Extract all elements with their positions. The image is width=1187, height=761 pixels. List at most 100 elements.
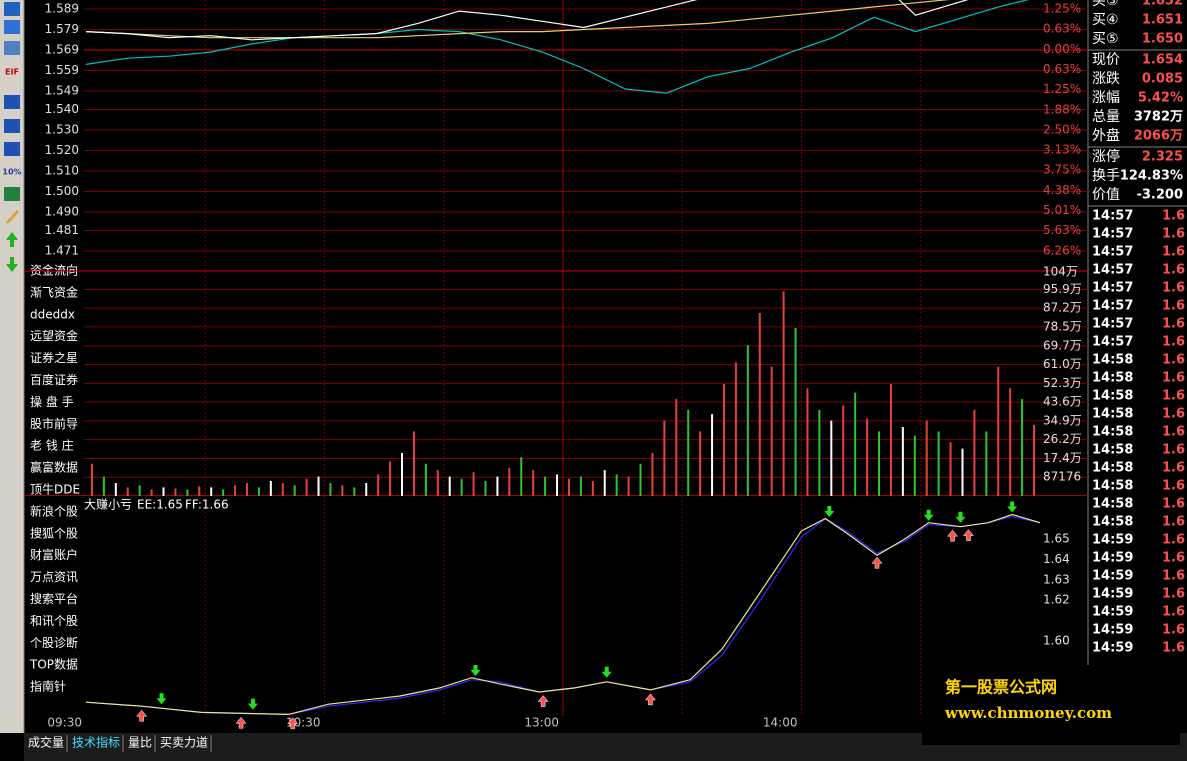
menu-item: 搜狐个股 xyxy=(30,525,78,540)
volume-bar xyxy=(627,476,630,496)
volume-bar xyxy=(782,291,785,496)
y-tick-label: 52.3万 xyxy=(1043,376,1082,390)
volume-bar xyxy=(365,483,368,496)
volume-bar xyxy=(245,483,248,496)
tool-icon[interactable] xyxy=(4,119,20,133)
y2-tick-label: 3.75% xyxy=(1043,163,1081,177)
volume-bar xyxy=(436,470,439,496)
menu-item: TOP数据 xyxy=(29,657,78,672)
buy-arrow xyxy=(871,556,883,569)
trade-time: 14:59 xyxy=(1092,533,1133,548)
trade-price: 1.6 xyxy=(1162,515,1185,530)
tab[interactable]: 技术指标 xyxy=(72,735,120,750)
quote-value: 1.654 xyxy=(1142,53,1183,68)
tool-icon[interactable] xyxy=(4,2,20,16)
tool-icon[interactable] xyxy=(6,210,19,224)
y-tick-label: 1.510 xyxy=(45,164,79,178)
y-tick-label: 1.520 xyxy=(45,143,79,157)
tab[interactable]: 买卖力道 xyxy=(160,736,208,750)
volume-bar xyxy=(532,470,535,496)
buy-arrow xyxy=(235,716,247,729)
trade-price: 1.6 xyxy=(1162,551,1185,566)
y2-tick-label: 0.63% xyxy=(1043,62,1081,76)
y2-tick-label: 1.25% xyxy=(1043,2,1081,16)
y-tick-label: 104万 xyxy=(1043,265,1078,279)
y-tick-label: 95.9万 xyxy=(1043,282,1082,296)
tool-icon[interactable] xyxy=(4,20,20,34)
menu-item: 股市前导 xyxy=(30,416,78,431)
menu-item: 百度证券 xyxy=(30,372,78,387)
trade-price: 1.6 xyxy=(1162,533,1185,548)
y-tick-label: 1.490 xyxy=(45,205,79,219)
trade-time: 14:58 xyxy=(1092,479,1133,494)
tool-icon[interactable] xyxy=(4,41,20,55)
volume-bar xyxy=(520,457,523,496)
indicator-label: EE:1.65 xyxy=(137,498,183,512)
tool-icon[interactable] xyxy=(6,257,18,272)
menu-item: 和讯个股 xyxy=(30,614,78,628)
trade-price: 1.6 xyxy=(1162,299,1185,314)
buy-arrow xyxy=(136,709,148,722)
trade-price: 1.6 xyxy=(1162,227,1185,242)
trade-time: 14:58 xyxy=(1092,407,1133,422)
buy-arrow xyxy=(644,693,656,706)
y-tick-label: 43.6万 xyxy=(1043,395,1082,409)
volume-bar xyxy=(806,388,809,496)
x-tick-label: 13:00 xyxy=(524,716,559,730)
y2-tick-label: 3.13% xyxy=(1043,143,1081,157)
y-tick-label: 87176 xyxy=(1043,470,1081,484)
trade-price: 1.6 xyxy=(1162,641,1185,656)
sell-arrow xyxy=(247,698,258,710)
volume-bar xyxy=(591,480,594,496)
indicator-line xyxy=(85,513,1041,716)
menu-item: 赢富数据 xyxy=(30,460,78,475)
volume-bar xyxy=(484,480,487,496)
trade-time: 14:58 xyxy=(1092,353,1133,368)
menu-item: 老 钱 庄 xyxy=(30,438,74,453)
tool-icon[interactable] xyxy=(4,142,20,156)
y2-tick-label: 5.01% xyxy=(1043,203,1081,217)
volume-bar xyxy=(472,472,475,496)
volume-bar xyxy=(973,409,976,496)
trade-time: 14:58 xyxy=(1092,389,1133,404)
trade-time: 14:57 xyxy=(1092,227,1133,242)
volume-bar xyxy=(746,345,749,496)
tab[interactable]: 成交量 xyxy=(28,735,64,750)
buy-arrow xyxy=(287,717,299,729)
y-tick-label: 1.65 xyxy=(1043,531,1070,545)
volume-bar xyxy=(412,431,415,496)
trade-price: 1.6 xyxy=(1162,263,1185,278)
quote-label: 价值 xyxy=(1092,187,1120,203)
quote-label: 换手 xyxy=(1092,167,1120,184)
volume-bar xyxy=(603,470,606,496)
volume-bar xyxy=(675,399,678,496)
x-tick-label: 14:00 xyxy=(763,716,798,730)
volume-bar xyxy=(830,420,833,496)
trade-time: 14:58 xyxy=(1092,443,1133,458)
sell-arrow xyxy=(470,665,481,677)
volume-bar xyxy=(341,485,344,496)
quote-value: 5.42% xyxy=(1138,91,1183,106)
indicator-title: 大赚小亏 xyxy=(84,497,132,512)
y-tick-label: 1.540 xyxy=(45,102,79,116)
trade-price: 1.6 xyxy=(1162,317,1185,332)
tab[interactable]: 量比 xyxy=(128,736,152,750)
y-tick-label: 1.549 xyxy=(45,84,79,98)
tool-icon[interactable] xyxy=(4,187,20,201)
price-line xyxy=(85,0,1030,94)
toolbar-icons xyxy=(4,2,20,272)
volume-bar xyxy=(126,487,129,496)
volume-bar xyxy=(1009,388,1012,496)
tool-icon[interactable] xyxy=(4,95,20,109)
tool-icon[interactable] xyxy=(6,232,18,247)
quote-value: 2066万 xyxy=(1134,129,1183,144)
quote-label: 涨幅 xyxy=(1092,90,1120,106)
volume-bar xyxy=(90,463,93,496)
y2-tick-label: 4.38% xyxy=(1043,183,1081,197)
volume-bar xyxy=(448,476,451,496)
menu-item: 财富账户 xyxy=(30,547,78,562)
y-tick-label: 78.5万 xyxy=(1043,319,1082,333)
trade-time: 14:58 xyxy=(1092,461,1133,476)
volume-bar xyxy=(818,409,821,496)
